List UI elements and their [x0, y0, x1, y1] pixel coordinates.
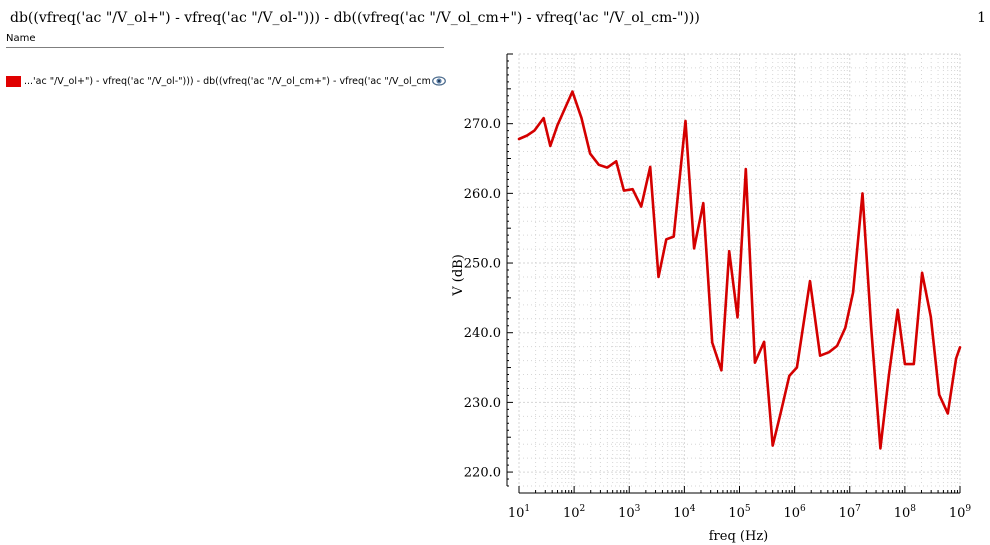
x-tick-label: 103 [618, 504, 641, 521]
y-tick-label: 260.0 [464, 187, 501, 202]
grid [518, 53, 961, 487]
y-tick-label: 220.0 [464, 466, 501, 481]
y-tick-label: 240.0 [464, 326, 501, 341]
x-tick-label: 108 [894, 504, 917, 521]
x-tick-label: 104 [673, 504, 696, 521]
axes: 220.0 230.0 240.0 250.0 260.0 270.0 101 102 103 1… [464, 53, 972, 521]
y-tick-label: 250.0 [464, 257, 501, 272]
series-layer [517, 90, 962, 450]
y-tick-label: 230.0 [464, 396, 501, 411]
legend-color-swatch [6, 75, 21, 87]
x-tick-label: 107 [839, 504, 862, 521]
x-tick-label: 109 [949, 504, 972, 521]
y-axis-label: V (dB) [451, 254, 466, 297]
x-axis-label: freq (Hz) [709, 529, 769, 544]
x-tick-label: 102 [563, 504, 585, 521]
eye-icon[interactable] [432, 76, 446, 86]
x-tick-label: 105 [728, 504, 751, 521]
axis-labels: freq (Hz) V (dB) [451, 254, 768, 544]
y-tick-label: 270.0 [464, 117, 501, 132]
legend-item[interactable]: ...'ac "/V_ol+") - vfreq('ac "/V_ol-")))… [6, 73, 446, 89]
plot-title: db((vfreq('ac "/V_ol+") - vfreq('ac "/V_… [10, 10, 700, 26]
x-tick-label: 101 [508, 504, 530, 521]
series-line [517, 90, 962, 450]
legend-header: Name [6, 33, 444, 48]
x-tick-label: 106 [783, 504, 806, 521]
page-number: 1 [977, 10, 986, 26]
legend-item-label: ...'ac "/V_ol+") - vfreq('ac "/V_ol-")))… [24, 75, 430, 87]
